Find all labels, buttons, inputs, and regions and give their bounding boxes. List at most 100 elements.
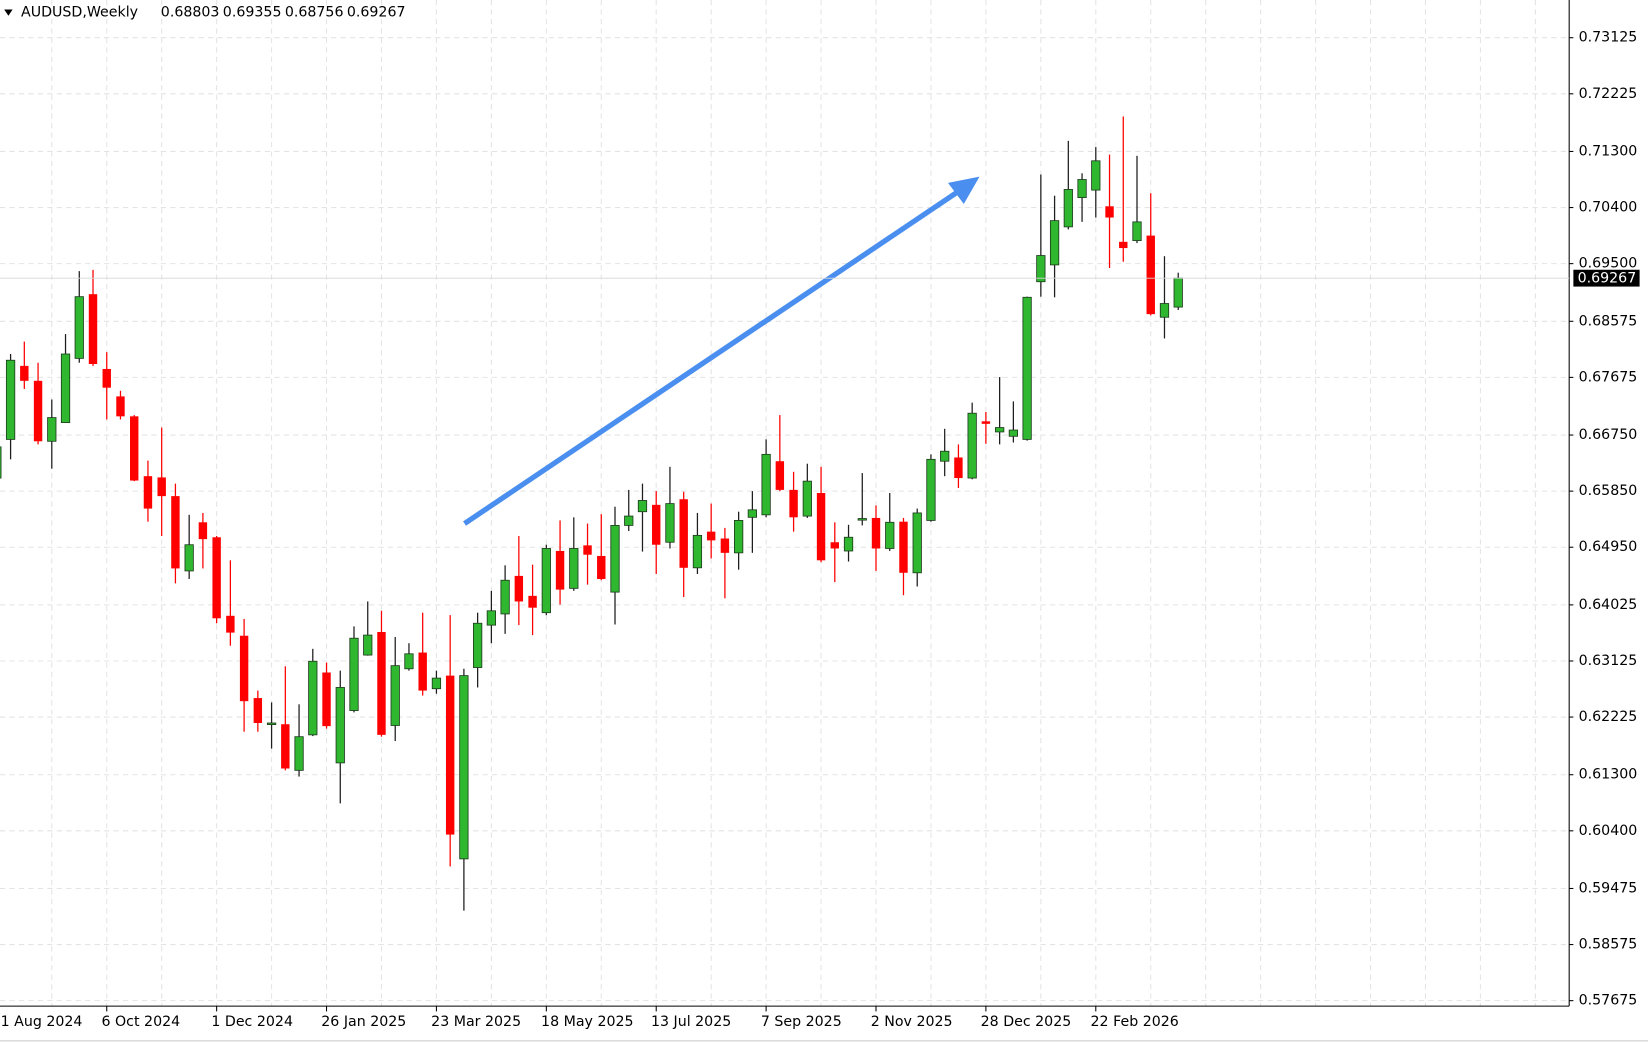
x-tick-label: 18 May 2025 bbox=[541, 1014, 634, 1030]
y-tick-label: 0.66750 bbox=[1579, 427, 1638, 443]
candle-body bbox=[541, 548, 551, 614]
candle-body bbox=[5, 359, 16, 440]
candle-body bbox=[1049, 220, 1060, 266]
symbol-title: AUDUSD,Weekly bbox=[21, 5, 138, 21]
y-tick-label: 0.58575 bbox=[1579, 937, 1638, 953]
candle-body bbox=[637, 500, 648, 513]
candle-body bbox=[569, 548, 579, 589]
candle-body bbox=[899, 521, 908, 573]
candle-body bbox=[171, 496, 180, 569]
candle-body bbox=[473, 622, 483, 668]
candle-body bbox=[995, 427, 1005, 433]
candle-body bbox=[377, 631, 386, 735]
y-tick-label: 0.73125 bbox=[1579, 30, 1638, 46]
candle-body bbox=[500, 579, 510, 615]
candle-body bbox=[418, 652, 427, 691]
candle-body bbox=[88, 294, 98, 364]
candle-body bbox=[1022, 296, 1032, 440]
candle-body bbox=[652, 504, 661, 545]
candle-body bbox=[789, 489, 798, 518]
candles bbox=[0, 116, 1183, 911]
candle-body bbox=[885, 521, 895, 549]
candle-body bbox=[1159, 303, 1170, 318]
arrow-head bbox=[948, 176, 980, 204]
x-tick-label: 28 Dec 2025 bbox=[981, 1014, 1072, 1030]
candle-body bbox=[514, 575, 524, 602]
y-tick-label: 0.61300 bbox=[1579, 767, 1638, 783]
header-low: 0.68756 bbox=[285, 5, 344, 21]
candle-body bbox=[33, 380, 43, 442]
candle-body bbox=[528, 595, 537, 608]
candle-body bbox=[20, 365, 29, 381]
candle-body bbox=[102, 368, 111, 388]
header-high: 0.69355 bbox=[223, 5, 282, 21]
candle-body bbox=[1008, 429, 1018, 437]
candle-body bbox=[775, 461, 785, 490]
x-tick-label: 26 Jan 2025 bbox=[321, 1014, 406, 1030]
candle-body bbox=[843, 536, 854, 552]
candle-body bbox=[679, 499, 688, 568]
candle-body bbox=[266, 722, 277, 725]
candle-body bbox=[308, 660, 318, 736]
candle-body bbox=[226, 615, 235, 633]
candle-body bbox=[294, 736, 304, 771]
candle-body bbox=[130, 416, 139, 481]
x-tick-label: 7 Sep 2025 bbox=[761, 1014, 842, 1030]
candle-body bbox=[940, 450, 950, 462]
y-tick-label: 0.67675 bbox=[1579, 369, 1638, 385]
candle-body bbox=[1146, 235, 1155, 315]
candle-body bbox=[1077, 179, 1087, 198]
y-tick-label: 0.64950 bbox=[1579, 539, 1638, 555]
candle-body bbox=[624, 515, 634, 526]
candle-body bbox=[610, 524, 620, 593]
candle-body bbox=[747, 509, 757, 518]
candle-body bbox=[390, 665, 400, 726]
y-tick-label: 0.68575 bbox=[1579, 313, 1638, 329]
header-open: 0.68803 bbox=[161, 5, 220, 21]
candle-body bbox=[926, 458, 936, 521]
candle-body bbox=[967, 412, 977, 479]
price-marker-label: 0.69267 bbox=[1578, 271, 1637, 287]
candle-body bbox=[239, 635, 249, 702]
x-tick-label: 22 Feb 2026 bbox=[1091, 1014, 1179, 1030]
y-tick-label: 0.63125 bbox=[1579, 653, 1638, 669]
y-tick-label: 0.70400 bbox=[1579, 200, 1638, 216]
candle-body bbox=[1105, 206, 1114, 218]
candle-body bbox=[761, 453, 771, 516]
candle-body bbox=[1119, 241, 1128, 249]
candle-body bbox=[281, 724, 290, 769]
x-tick-label: 1 Dec 2024 bbox=[211, 1014, 293, 1030]
y-tick-label: 0.62225 bbox=[1579, 709, 1638, 725]
candle-body bbox=[802, 480, 812, 517]
candle-body bbox=[198, 522, 208, 540]
candle-body bbox=[830, 542, 839, 549]
candle-body bbox=[734, 520, 744, 554]
candle-body bbox=[0, 446, 2, 479]
candle-body bbox=[349, 637, 359, 711]
candle-body bbox=[143, 476, 153, 509]
candle-body bbox=[212, 537, 221, 619]
candle-body bbox=[555, 550, 565, 590]
x-tick-label: 6 Oct 2024 bbox=[101, 1014, 180, 1030]
candle-body bbox=[583, 545, 592, 555]
candle-body bbox=[954, 457, 963, 479]
price-marker bbox=[1573, 269, 1640, 287]
candle-body bbox=[47, 417, 57, 442]
x-tick-label: 2 Nov 2025 bbox=[871, 1014, 953, 1030]
y-tick-label: 0.69500 bbox=[1579, 256, 1638, 272]
candle-body bbox=[706, 531, 716, 541]
candle-body bbox=[665, 503, 675, 543]
candle-body bbox=[157, 477, 166, 497]
trend-arrow bbox=[463, 176, 980, 526]
y-tick-label: 0.60400 bbox=[1579, 823, 1638, 839]
candle-body bbox=[981, 421, 991, 424]
candle-body bbox=[184, 544, 194, 572]
header-close: 0.69267 bbox=[347, 5, 406, 21]
candle-body bbox=[335, 687, 345, 764]
candle-body bbox=[816, 493, 826, 561]
y-tick-label: 0.71300 bbox=[1579, 143, 1638, 159]
candle-body bbox=[1063, 189, 1073, 228]
candle-body bbox=[912, 512, 922, 574]
grid bbox=[0, 0, 1570, 1007]
candle-body bbox=[486, 610, 496, 626]
